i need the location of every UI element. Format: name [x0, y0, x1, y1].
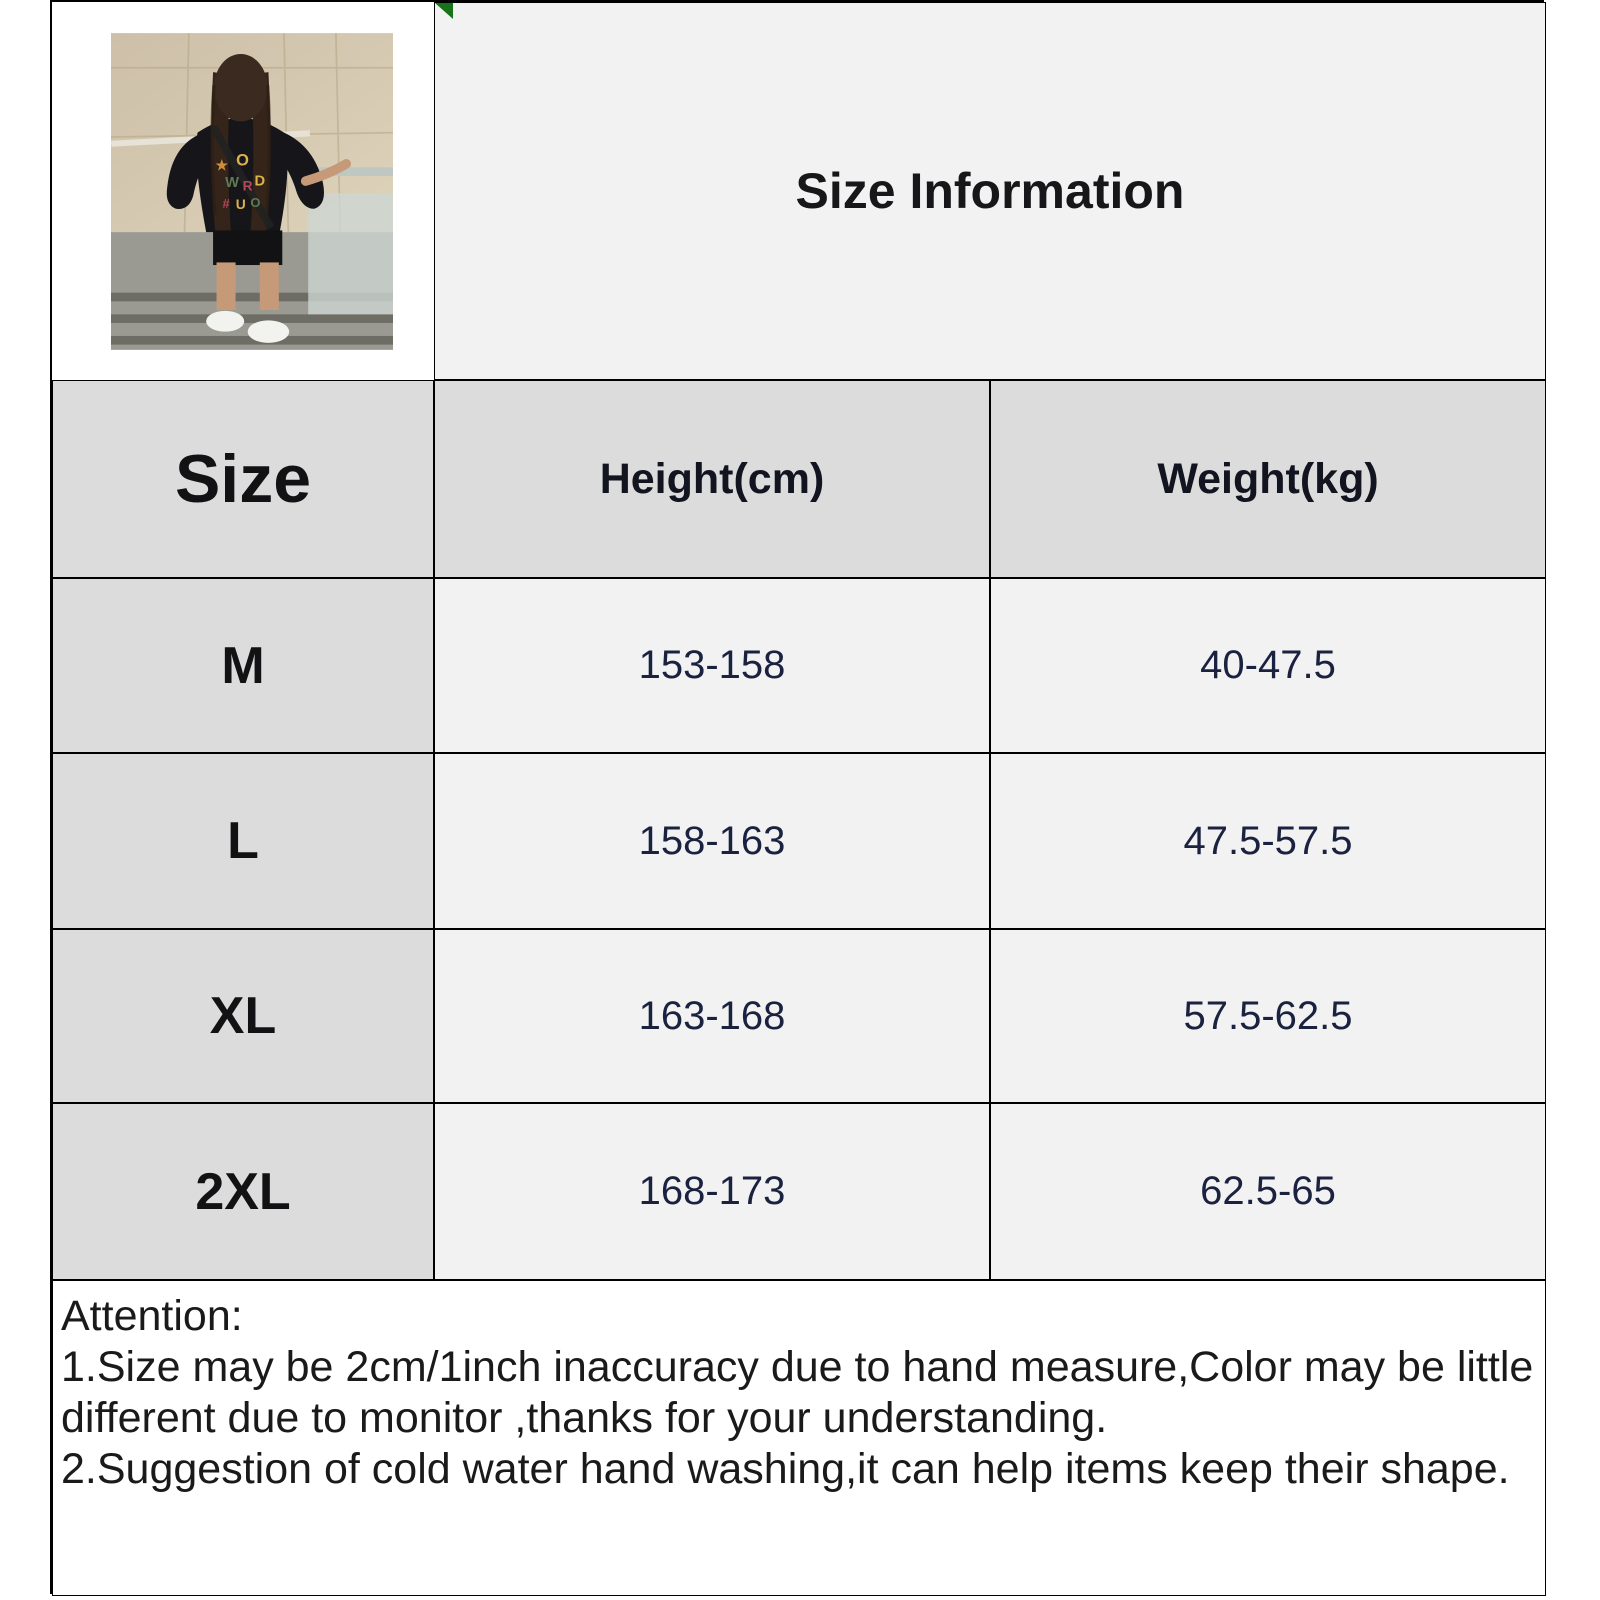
svg-text:★: ★ — [216, 156, 229, 172]
svg-text:D: D — [254, 173, 265, 189]
svg-text:R: R — [243, 177, 253, 193]
svg-text:#: # — [222, 195, 229, 210]
svg-text:O: O — [250, 195, 260, 210]
svg-text:U: U — [236, 195, 246, 211]
svg-text:W: W — [225, 175, 239, 191]
svg-text:O: O — [236, 151, 249, 169]
